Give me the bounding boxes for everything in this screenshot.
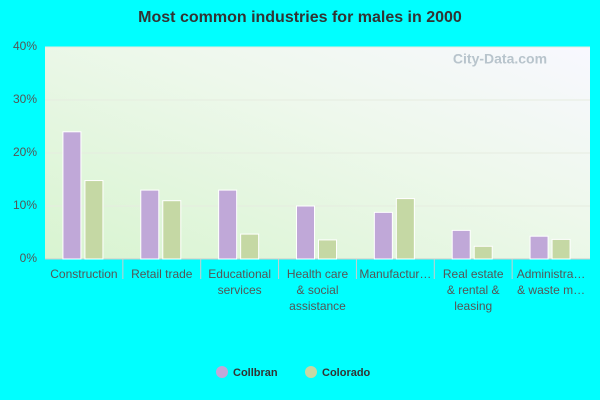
bar — [240, 233, 260, 260]
bar — [296, 205, 315, 260]
bar — [62, 131, 82, 260]
watermark: City-Data.com — [453, 51, 547, 67]
legend-label: Collbran — [233, 367, 278, 379]
bar — [529, 235, 549, 260]
bar — [373, 211, 393, 260]
x-tick-label: Administra… & waste m… — [517, 267, 586, 297]
y-tick-label: 40% — [13, 39, 37, 53]
bar — [318, 239, 337, 260]
bar — [84, 180, 104, 260]
bar — [218, 189, 238, 260]
bar — [140, 189, 160, 260]
x-tick-label: Manufactur… — [359, 267, 431, 281]
bar — [451, 229, 471, 260]
bar — [551, 238, 571, 260]
y-tick-label: 20% — [13, 145, 37, 159]
x-tick-label: Construction — [50, 267, 117, 281]
y-tick-label: 10% — [13, 198, 37, 212]
bar — [395, 198, 415, 260]
legend-marker — [305, 366, 317, 378]
legend-label: Colorado — [322, 367, 371, 379]
x-tick-label: Educational services — [208, 267, 271, 297]
bar — [473, 245, 493, 260]
legend-marker — [216, 366, 228, 378]
x-tick-label: Real estate & rental & leasing — [443, 267, 504, 313]
y-tick-label: 30% — [13, 92, 37, 106]
x-tick-label: Health care & social assistance — [287, 267, 349, 313]
chart-title: Most common industries for males in 2000 — [138, 9, 462, 26]
x-tick-label: Retail trade — [131, 267, 193, 281]
bar — [162, 200, 182, 260]
y-tick-label: 0% — [20, 251, 38, 265]
